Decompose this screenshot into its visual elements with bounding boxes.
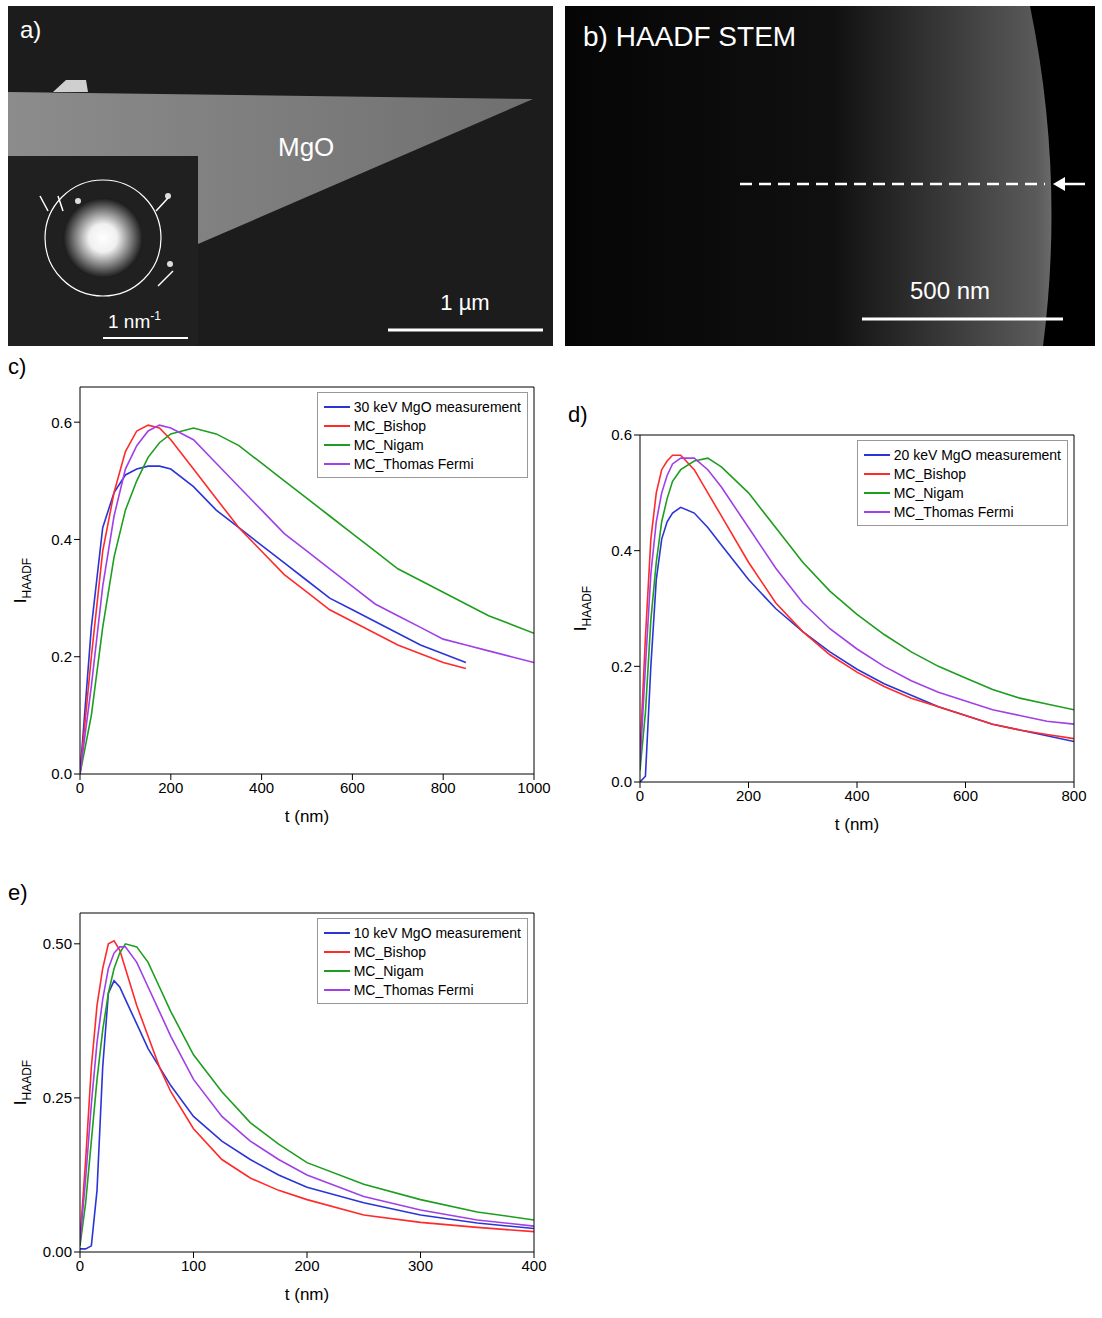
svg-text:t (nm): t (nm) — [285, 807, 329, 826]
svg-text:0.0: 0.0 — [611, 773, 632, 790]
svg-text:0: 0 — [76, 1257, 84, 1274]
svg-text:t (nm): t (nm) — [835, 815, 879, 834]
svg-text:100: 100 — [181, 1257, 206, 1274]
svg-text:0.2: 0.2 — [51, 648, 72, 665]
svg-text:0.4: 0.4 — [51, 531, 72, 548]
svg-text:MgO: MgO — [278, 132, 334, 162]
svg-text:0: 0 — [76, 779, 84, 796]
svg-text:0.6: 0.6 — [51, 414, 72, 431]
html-text:MC_Nigam: MC_Nigam — [353, 436, 424, 453]
html-text:MC_Thomas Fermi: MC_Thomas Fermi — [353, 981, 474, 998]
svg-text:800: 800 — [1061, 787, 1086, 804]
svg-text:a): a) — [20, 16, 41, 43]
svg-text:600: 600 — [953, 787, 978, 804]
svg-text:500 nm: 500 nm — [910, 277, 990, 304]
svg-text:1 µm: 1 µm — [440, 290, 489, 315]
svg-text:200: 200 — [158, 779, 183, 796]
svg-text:800: 800 — [431, 779, 456, 796]
svg-text:400: 400 — [249, 779, 274, 796]
html-text:30 keV MgO measurement: 30 keV MgO measurement — [353, 398, 521, 415]
svg-text:IHAADF: IHAADF — [11, 558, 34, 603]
svg-text:0.00: 0.00 — [43, 1243, 72, 1260]
html-text:MC_Thomas Fermi: MC_Thomas Fermi — [353, 455, 474, 472]
svg-text:1 nm-1: 1 nm-1 — [108, 309, 161, 332]
html-text:MC_Nigam: MC_Nigam — [893, 484, 964, 501]
html-text:20 keV MgO measurement: 20 keV MgO measurement — [893, 446, 1061, 463]
svg-text:1000: 1000 — [517, 779, 550, 796]
svg-text:300: 300 — [408, 1257, 433, 1274]
html-text:MC_Bishop: MC_Bishop — [353, 417, 427, 434]
html-text:MC_Bishop: MC_Bishop — [893, 465, 967, 482]
svg-text:IHAADF: IHAADF — [11, 1060, 34, 1105]
svg-text:0.25: 0.25 — [43, 1089, 72, 1106]
svg-text:200: 200 — [294, 1257, 319, 1274]
html-text:MC_Nigam: MC_Nigam — [353, 962, 424, 979]
svg-text:400: 400 — [844, 787, 869, 804]
html-text:c): c) — [8, 354, 27, 379]
svg-text:400: 400 — [521, 1257, 546, 1274]
svg-text:0.50: 0.50 — [43, 935, 72, 952]
svg-text:0.0: 0.0 — [51, 765, 72, 782]
html-text:MC_Thomas Fermi: MC_Thomas Fermi — [893, 503, 1014, 520]
svg-text:0.4: 0.4 — [611, 542, 632, 559]
svg-text:0.2: 0.2 — [611, 658, 632, 675]
svg-text:0.6: 0.6 — [611, 426, 632, 443]
html-text:10 keV MgO measurement: 10 keV MgO measurement — [353, 924, 521, 941]
svg-text:600: 600 — [340, 779, 365, 796]
svg-text:b) HAADF STEM: b) HAADF STEM — [583, 21, 796, 52]
html-text:MC_Bishop: MC_Bishop — [353, 943, 427, 960]
html-text:e): e) — [8, 880, 28, 905]
svg-text:0: 0 — [636, 787, 644, 804]
html-text:d): d) — [568, 402, 588, 427]
svg-text:200: 200 — [736, 787, 761, 804]
svg-text:t (nm): t (nm) — [285, 1285, 329, 1304]
svg-text:IHAADF: IHAADF — [571, 586, 594, 631]
